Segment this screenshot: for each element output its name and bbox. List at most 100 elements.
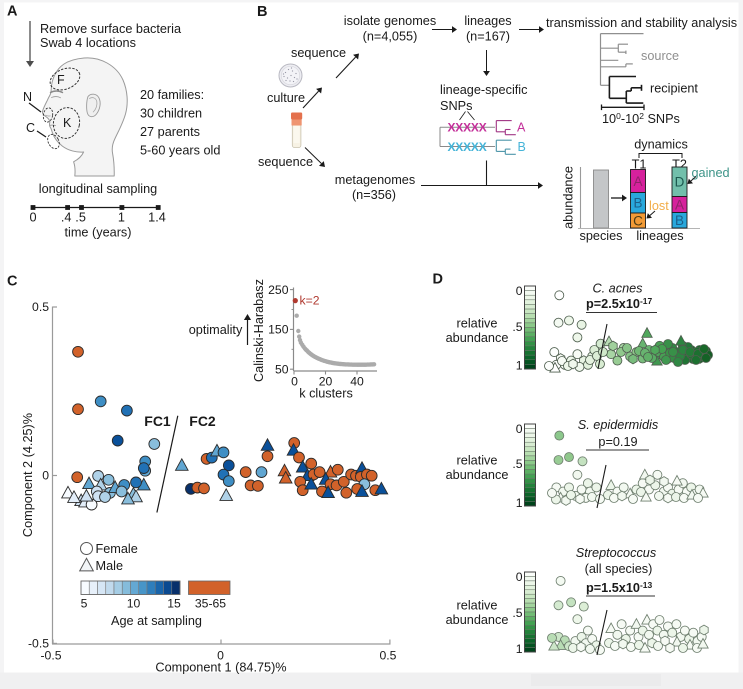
svg-text:lost: lost xyxy=(649,199,669,213)
svg-text:(n=356): (n=356) xyxy=(352,188,396,202)
svg-text:B: B xyxy=(675,213,684,228)
svg-text:100-102 SNPs: 100-102 SNPs xyxy=(602,111,680,126)
svg-text:recipient: recipient xyxy=(650,82,698,96)
svg-text:species: species xyxy=(579,229,622,243)
svg-text:XXXXX: XXXXX xyxy=(448,140,487,154)
svg-text:35-65: 35-65 xyxy=(195,597,226,611)
svg-text:k=2: k=2 xyxy=(300,294,320,308)
svg-text:p=1.5x10-13: p=1.5x10-13 xyxy=(586,580,653,595)
svg-text:Age at sampling: Age at sampling xyxy=(111,614,202,628)
svg-text:lineage-specific: lineage-specific xyxy=(440,83,528,97)
svg-text:metagenomes: metagenomes xyxy=(335,173,415,187)
svg-text:(n=4,055): (n=4,055) xyxy=(363,30,418,44)
svg-text:transmission and stability ana: transmission and stability analysis xyxy=(546,16,737,30)
svg-text:C: C xyxy=(633,213,643,228)
svg-text:S. epidermidis: S. epidermidis xyxy=(578,418,659,432)
svg-text:1: 1 xyxy=(516,642,523,656)
svg-text:250: 250 xyxy=(268,283,289,297)
svg-text:B: B xyxy=(257,4,267,20)
svg-text:K: K xyxy=(63,116,72,130)
svg-text:isolate genomes: isolate genomes xyxy=(344,14,436,28)
svg-text:1.4: 1.4 xyxy=(148,211,166,225)
svg-text:.4: .4 xyxy=(61,211,72,225)
svg-text:.5: .5 xyxy=(512,457,522,471)
svg-text:longitudinal sampling: longitudinal sampling xyxy=(39,182,158,196)
svg-text:A: A xyxy=(517,121,526,135)
svg-text:SNPs: SNPs xyxy=(440,99,472,113)
svg-text:dynamics: dynamics xyxy=(634,138,688,152)
svg-text:1: 1 xyxy=(516,359,523,373)
svg-text:A: A xyxy=(7,4,18,20)
svg-text:C. acnes: C. acnes xyxy=(592,282,643,296)
svg-text:.5: .5 xyxy=(512,606,522,620)
svg-text:50: 50 xyxy=(275,362,289,376)
svg-text:0: 0 xyxy=(291,375,298,389)
svg-text:Calinski-Harabasz: Calinski-Harabasz xyxy=(252,279,266,382)
svg-text:40: 40 xyxy=(350,375,364,389)
svg-text:.5: .5 xyxy=(512,320,522,334)
svg-text:5: 5 xyxy=(81,597,88,611)
svg-text:C: C xyxy=(26,121,35,135)
svg-text:sequence: sequence xyxy=(291,46,346,60)
svg-text:0: 0 xyxy=(29,211,36,225)
svg-text:culture: culture xyxy=(267,91,305,105)
svg-text:B: B xyxy=(518,140,526,154)
svg-text:1: 1 xyxy=(516,496,523,510)
svg-text:-0.5: -0.5 xyxy=(28,637,49,651)
svg-text:Swab 4 locations: Swab 4 locations xyxy=(40,36,136,50)
svg-text:source: source xyxy=(641,49,679,63)
svg-text:Streptococcus: Streptococcus xyxy=(576,546,657,560)
svg-text:5-60 years old: 5-60 years old xyxy=(140,144,220,158)
svg-text:relative: relative xyxy=(457,599,498,613)
svg-text:abundance: abundance xyxy=(446,613,509,627)
svg-text:B: B xyxy=(633,196,642,211)
svg-text:sequence: sequence xyxy=(258,155,313,169)
svg-text:XXXXX: XXXXX xyxy=(448,121,487,135)
svg-text:abundance: abundance xyxy=(562,166,576,229)
svg-text:0: 0 xyxy=(516,570,523,584)
svg-text:gained: gained xyxy=(692,166,730,180)
svg-text:Male: Male xyxy=(96,559,124,573)
svg-text:150: 150 xyxy=(268,323,289,337)
svg-text:0: 0 xyxy=(42,469,49,483)
svg-text:D: D xyxy=(675,175,685,190)
svg-text:abundance: abundance xyxy=(446,468,509,482)
svg-text:20: 20 xyxy=(319,375,333,389)
svg-text:(n=167): (n=167) xyxy=(466,30,510,44)
svg-text:time (years): time (years) xyxy=(65,226,132,240)
svg-text:0.5: 0.5 xyxy=(380,649,397,663)
svg-text:15: 15 xyxy=(167,597,181,611)
svg-text:A: A xyxy=(675,197,684,212)
svg-text:lineages: lineages xyxy=(464,14,511,28)
svg-text:.5: .5 xyxy=(75,211,86,225)
svg-text:(all species): (all species) xyxy=(585,562,653,576)
svg-text:Component 1 (84.75)%: Component 1 (84.75)% xyxy=(155,661,286,675)
svg-text:0.5: 0.5 xyxy=(32,300,49,314)
svg-text:A: A xyxy=(633,174,642,189)
svg-text:D: D xyxy=(433,272,443,288)
svg-text:0: 0 xyxy=(516,422,523,436)
svg-text:T1: T1 xyxy=(632,158,647,172)
svg-text:1: 1 xyxy=(118,211,125,225)
svg-text:FC2: FC2 xyxy=(189,413,216,429)
svg-text:10: 10 xyxy=(127,597,141,611)
svg-text:Component 2 (4.25)%: Component 2 (4.25)% xyxy=(21,413,35,537)
svg-text:relative: relative xyxy=(457,317,498,331)
svg-text:27 parents: 27 parents xyxy=(140,125,200,139)
svg-text:0: 0 xyxy=(516,284,523,298)
svg-text:N: N xyxy=(23,90,32,104)
svg-text:Female: Female xyxy=(96,542,138,556)
svg-text:C: C xyxy=(7,274,18,290)
svg-text:F: F xyxy=(57,73,65,87)
svg-text:relative: relative xyxy=(457,454,498,468)
svg-text:Remove surface bacteria: Remove surface bacteria xyxy=(40,22,182,36)
svg-text:20 families:: 20 families: xyxy=(140,88,204,102)
svg-text:p=0.19: p=0.19 xyxy=(598,435,637,449)
svg-text:-0.5: -0.5 xyxy=(40,649,61,663)
svg-text:0: 0 xyxy=(217,649,224,663)
svg-text:FC1: FC1 xyxy=(144,413,171,429)
svg-text:30 children: 30 children xyxy=(140,107,202,121)
svg-text:lineages: lineages xyxy=(636,229,683,243)
svg-text:optimality: optimality xyxy=(189,323,243,337)
svg-text:abundance: abundance xyxy=(446,331,509,345)
